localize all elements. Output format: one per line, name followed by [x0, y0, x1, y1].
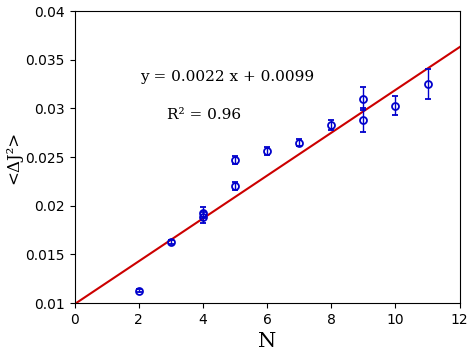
Text: R² = 0.96: R² = 0.96: [167, 108, 241, 122]
X-axis label: N: N: [258, 332, 276, 351]
Text: y = 0.0022 x + 0.0099: y = 0.0022 x + 0.0099: [140, 70, 314, 84]
Y-axis label: <ΔJ²>: <ΔJ²>: [6, 131, 23, 184]
